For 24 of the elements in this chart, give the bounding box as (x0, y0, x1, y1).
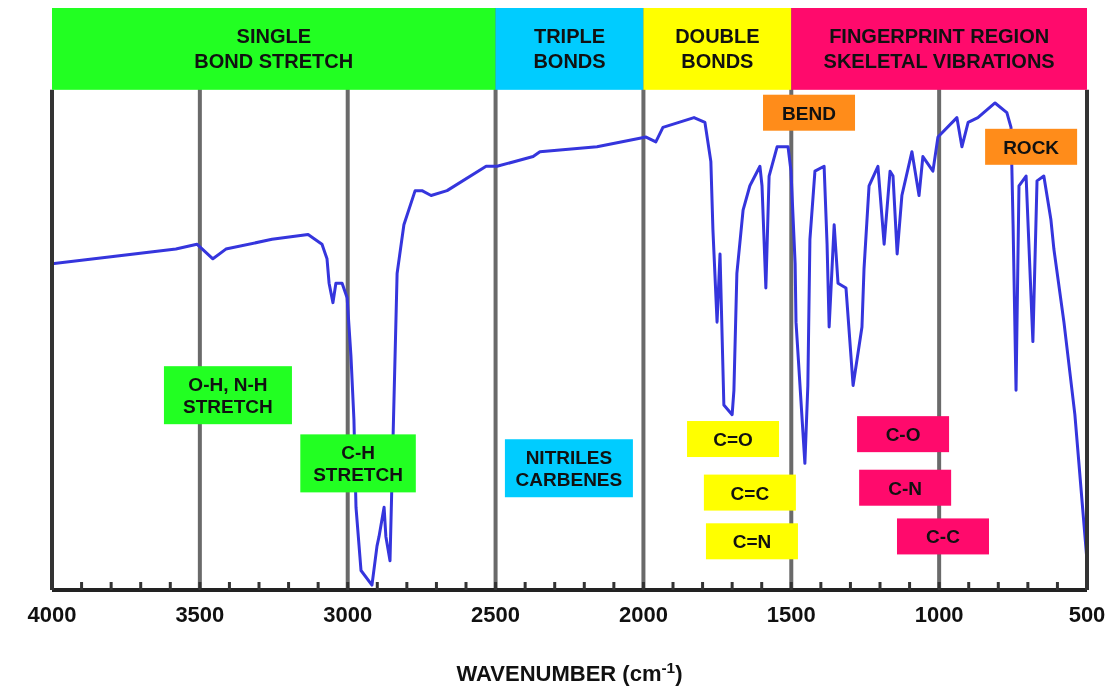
text: SINGLE BOND STRETCH (194, 25, 354, 73)
x-tick-label: 1000 (914, 601, 964, 627)
x-tick-label: 3500 (175, 601, 225, 627)
text: FINGERPRINT REGION SKELETAL VIBRATIONS (823, 25, 1055, 73)
annotation: NITRILES CARBENES (515, 446, 623, 490)
annotation: C-C (926, 525, 961, 547)
x-axis-title: WAVENUMBER (cm$^{-1}$) (456, 658, 683, 686)
annotation: C=N (732, 530, 772, 552)
text: TRIPLE BONDS (533, 25, 606, 73)
x-tick-label: 2000 (618, 601, 668, 627)
x-tick-label: 500 (1068, 601, 1106, 627)
annotation: C=C (730, 482, 770, 504)
text: DOUBLE BONDS (675, 25, 760, 73)
annotation: C-O (885, 423, 921, 445)
annotation: ROCK (1003, 136, 1060, 158)
x-tick-label: 4000 (27, 601, 77, 627)
x-tick-label: 2500 (471, 601, 521, 627)
annotation: C-N (888, 477, 923, 499)
annotation: C-H STRETCH (313, 441, 403, 485)
x-tick-label: 1500 (766, 601, 816, 627)
annotation: O-H, N-H STRETCH (183, 373, 273, 417)
annotation: BEND (782, 102, 836, 124)
x-tick-label: 3000 (323, 601, 373, 627)
annotation: C=O (713, 428, 753, 450)
